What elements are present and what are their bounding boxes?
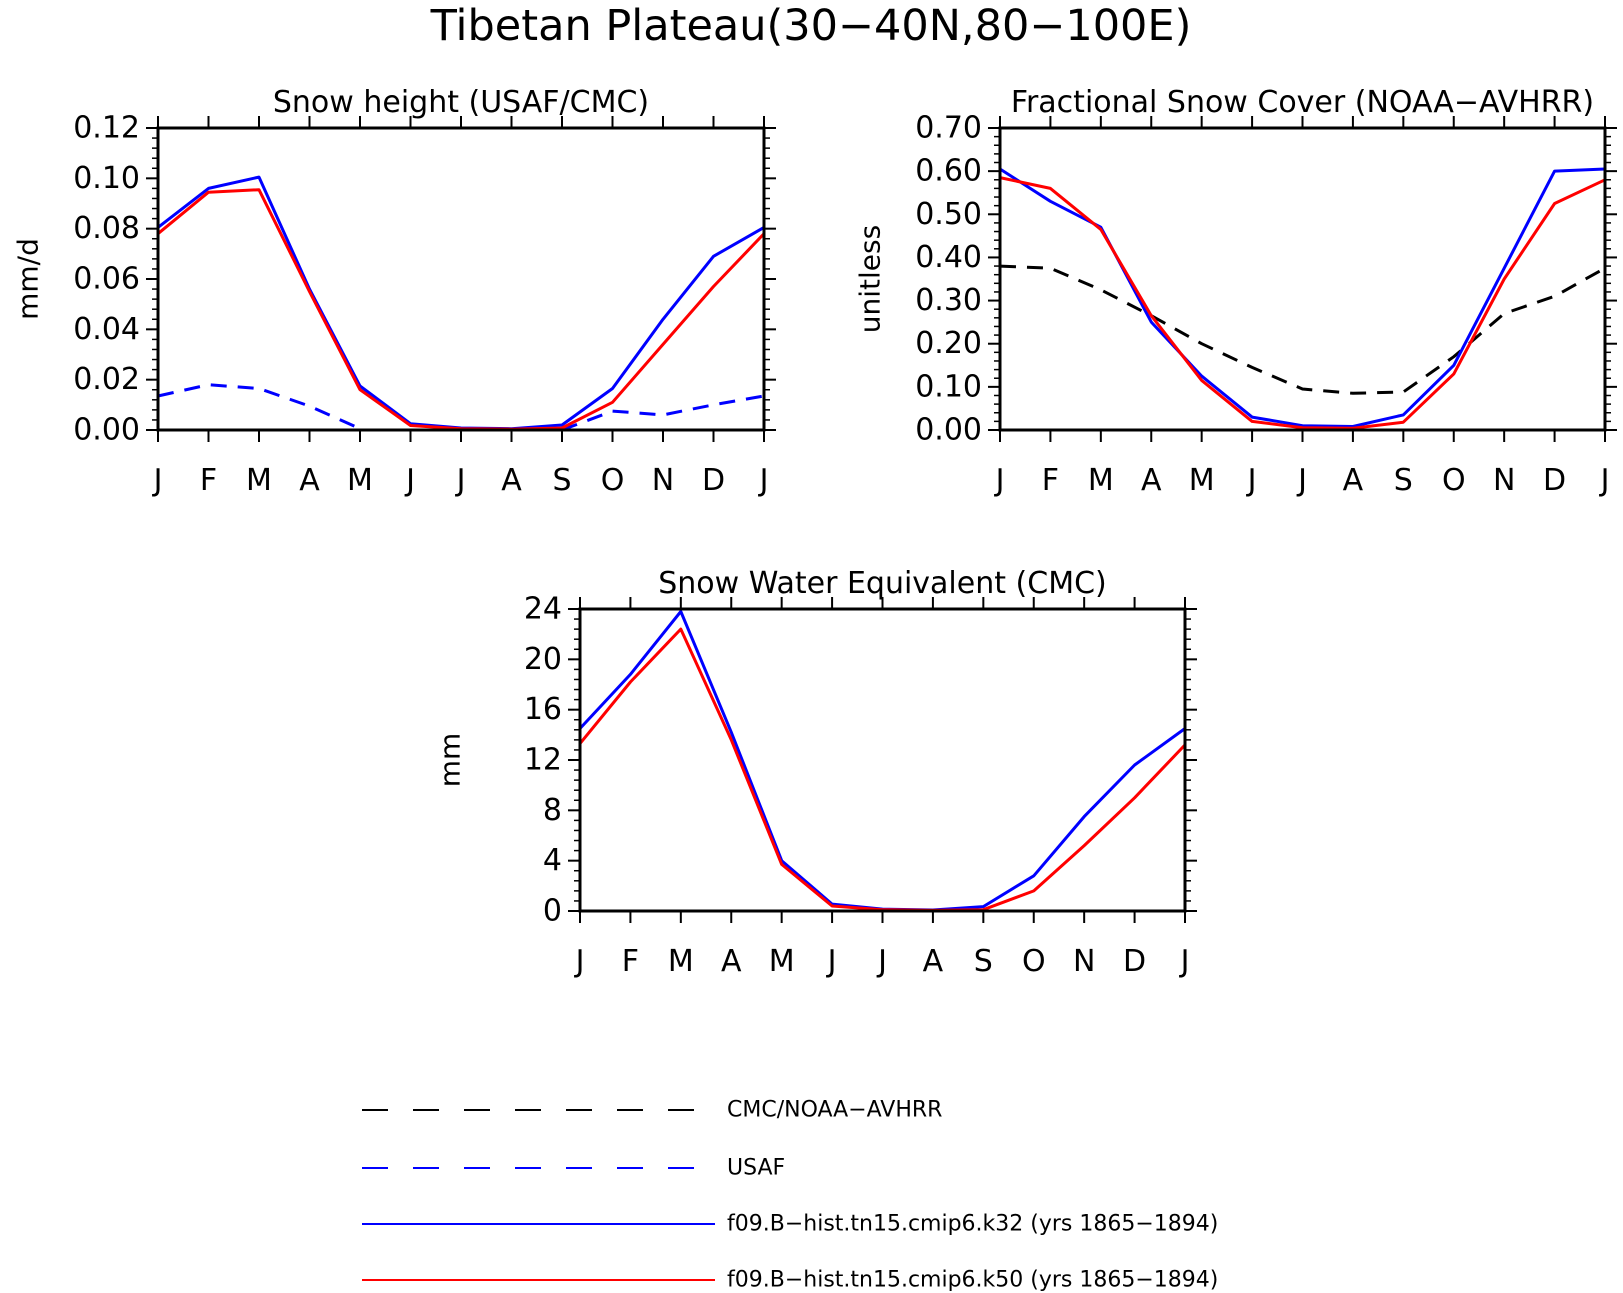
y-tick-label: 0.00 (915, 413, 982, 448)
x-tick-label: A (721, 944, 742, 979)
x-tick-label: F (1042, 463, 1059, 498)
y-tick-label: 0.06 (73, 262, 140, 297)
x-tick-label: N (1493, 463, 1515, 498)
x-tick-label: M (1189, 463, 1215, 498)
legend-label: f09.B−hist.tn15.cmip6.k50 (yrs 1865−1894… (727, 1268, 1218, 1293)
x-tick-label: M (246, 463, 272, 498)
series-line-f09-b-hist-tn15-cmip6-k50-yrs-1865-1894 (578, 627, 1187, 912)
panel-title: Snow Water Equivalent (CMC) (658, 566, 1106, 601)
y-tick-label: 12 (524, 743, 562, 778)
x-tick-label: J (994, 463, 1005, 498)
x-tick-label: J (574, 944, 585, 979)
x-tick-label: J (152, 463, 163, 498)
y-tick-label: 0.12 (73, 111, 140, 146)
x-tick-label: J (826, 944, 837, 979)
y-tick-label: 0.30 (915, 283, 982, 318)
x-tick-label: A (923, 944, 944, 979)
x-tick-label: F (200, 463, 217, 498)
x-tick-label: J (404, 463, 415, 498)
y-tick-label: 0.70 (915, 111, 982, 146)
y-tick-label: 24 (524, 592, 562, 627)
x-tick-label: O (601, 463, 625, 498)
x-tick-label: A (299, 463, 320, 498)
y-tick-label: 0.08 (73, 211, 140, 246)
x-tick-label: J (1599, 463, 1610, 498)
plot-frame (578, 607, 1187, 913)
x-tick-label: D (1543, 463, 1566, 498)
y-tick-label: 8 (543, 793, 562, 828)
y-tick-label: 0 (543, 894, 562, 929)
x-tick-label: M (668, 944, 694, 979)
chart-snow-water-equivalent: Snow Water Equivalent (CMC) mm 0 4 8 12 16 20 24… (434, 566, 1197, 979)
series-line-f09-b-hist-tn15-cmip6-k32-yrs-1865-1894 (999, 167, 1606, 428)
series-line-f09-b-hist-tn15-cmip6-k32-yrs-1865-1894 (157, 175, 765, 431)
x-tick-label: J (758, 463, 769, 498)
y-tick-label: 0.02 (73, 362, 140, 397)
y-tick-label: 0.10 (73, 161, 140, 196)
y-axis-label: mm/d (12, 238, 45, 320)
legend-label: f09.B−hist.tn15.cmip6.k32 (yrs 1865−1894… (727, 1212, 1218, 1237)
series-line-f09-b-hist-tn15-cmip6-k32-yrs-1865-1894 (578, 610, 1186, 912)
y-tick-label: 0.60 (915, 154, 982, 189)
x-tick-label: J (876, 944, 887, 979)
y-tick-label: 0.20 (915, 326, 982, 361)
chart-snow-height: Snow height (USAF/CMC) mm/d 0.00 0.02 0.04 0.… (12, 85, 776, 498)
panel-title: Fractional Snow Cover (NOAA−AVHRR) (1011, 85, 1594, 120)
x-tick-label: S (974, 944, 993, 979)
x-tick-label: O (1442, 463, 1466, 498)
legend-label: CMC/NOAA−AVHRR (727, 1098, 942, 1123)
y-tick-label: 4 (543, 843, 562, 878)
x-tick-label: J (455, 463, 466, 498)
x-tick-label: S (552, 463, 571, 498)
legend-label: USAF (727, 1156, 785, 1181)
x-tick-label: D (702, 463, 725, 498)
x-tick-label: J (1296, 463, 1307, 498)
series-line-cmc-noaa-avhrr (999, 264, 1606, 395)
x-tick-label: J (1179, 944, 1190, 979)
x-tick-label: A (1141, 463, 1162, 498)
series-line-usaf (157, 383, 765, 432)
x-tick-label: M (769, 944, 795, 979)
y-tick-label: 20 (524, 642, 562, 677)
x-tick-label: A (1343, 463, 1364, 498)
y-tick-label: 0.00 (73, 413, 140, 448)
y-axis-label: unitless (854, 225, 887, 333)
y-tick-label: 0.50 (915, 197, 982, 232)
y-axis-label: mm (434, 733, 467, 788)
x-tick-label: J (1246, 463, 1257, 498)
x-tick-label: D (1123, 944, 1146, 979)
x-tick-label: M (1088, 463, 1114, 498)
y-tick-label: 0.40 (915, 240, 982, 275)
series-line-f09-b-hist-tn15-cmip6-k50-yrs-1865-1894 (999, 176, 1606, 430)
figure-title: Tibetan Plateau(30−40N,80−100E) (430, 1, 1192, 51)
chart-fractional-snow-cover: Fractional Snow Cover (NOAA−AVHRR) unitle… (854, 85, 1617, 498)
x-tick-label: M (347, 463, 373, 498)
plot-frame (156, 126, 766, 432)
series-line-f09-b-hist-tn15-cmip6-k50-yrs-1865-1894 (157, 188, 766, 431)
x-tick-label: O (1022, 944, 1046, 979)
y-tick-label: 0.10 (915, 369, 982, 404)
plot-frame (998, 126, 1607, 432)
y-tick-label: 0.04 (73, 312, 140, 347)
x-tick-label: F (622, 944, 639, 979)
legend: CMC/NOAA−AVHRR USAF f09.B−hist.tn15.cmip6.… (362, 1098, 1218, 1293)
x-tick-label: N (1073, 944, 1095, 979)
y-tick-label: 16 (524, 692, 562, 727)
x-tick-label: N (652, 463, 674, 498)
panel-title: Snow height (USAF/CMC) (273, 85, 649, 120)
x-tick-label: S (1394, 463, 1413, 498)
x-tick-label: A (501, 463, 522, 498)
